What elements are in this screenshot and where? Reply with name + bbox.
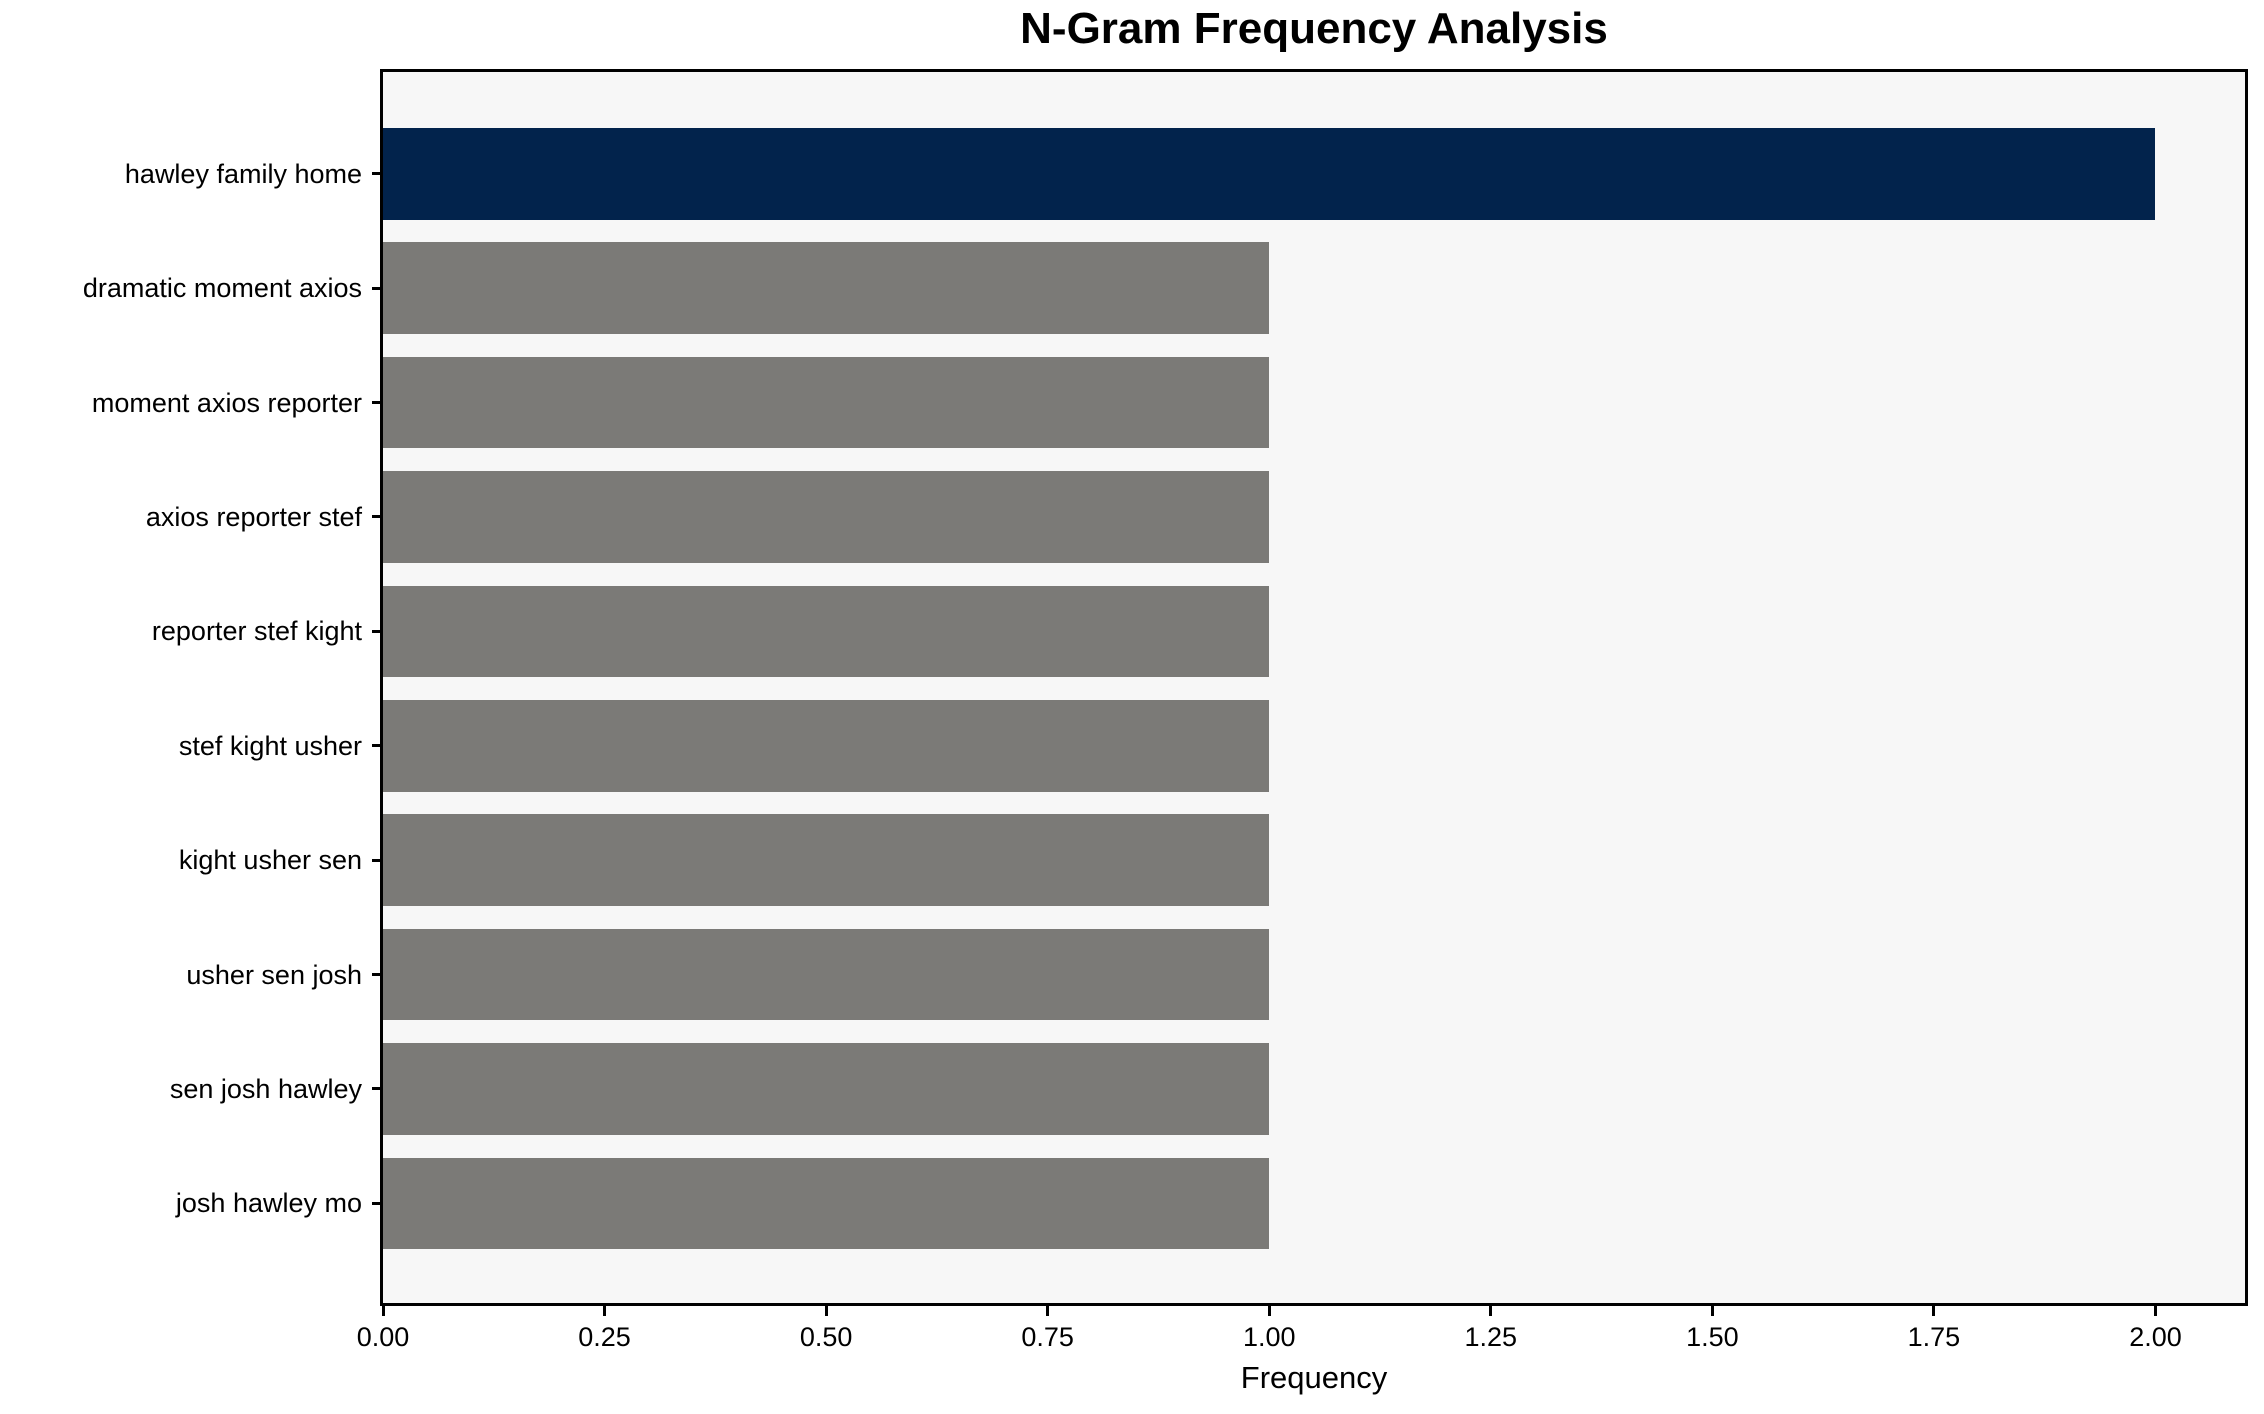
bar — [383, 585, 1270, 678]
x-tick-mark — [381, 1306, 385, 1316]
bar — [383, 128, 2156, 220]
x-axis-label: Frequency — [1240, 1360, 1388, 1395]
y-tick-label: stef kight usher — [178, 730, 362, 761]
y-tick-mark — [372, 1201, 380, 1205]
x-tick-label: 1.75 — [1907, 1322, 1961, 1352]
x-tick-mark — [1489, 1306, 1493, 1316]
y-tick-mark — [372, 172, 380, 176]
y-tick-mark — [372, 515, 380, 519]
y-tick-label: moment axios reporter — [91, 387, 362, 418]
y-tick-label: hawley family home — [124, 158, 362, 189]
x-tick-label: 0.75 — [1021, 1322, 1074, 1352]
bar — [383, 356, 1270, 449]
y-tick-mark — [372, 744, 380, 748]
y-tick-label: reporter stef kight — [151, 616, 362, 647]
bar — [383, 1157, 1270, 1250]
x-tick-mark — [2153, 1306, 2157, 1316]
bar — [383, 700, 1270, 792]
x-tick-label: 2.00 — [2129, 1322, 2182, 1352]
y-tick-label: kight usher sen — [178, 845, 362, 876]
bar — [383, 471, 1270, 563]
y-tick-label: axios reporter stef — [145, 501, 362, 532]
x-tick-label: 1.00 — [1242, 1322, 1296, 1352]
chart-title: N-Gram Frequency Analysis — [1020, 4, 1608, 53]
bar — [383, 1043, 1270, 1135]
plot-area — [380, 69, 2248, 1306]
bar — [383, 242, 1270, 334]
y-tick-mark — [372, 401, 380, 405]
x-tick-mark — [1267, 1306, 1271, 1316]
y-tick-label: usher sen josh — [186, 959, 362, 990]
x-tick-label: 0.50 — [799, 1322, 853, 1352]
y-tick-mark — [372, 1087, 380, 1091]
x-tick-mark — [603, 1306, 607, 1316]
bar — [383, 928, 1270, 1021]
y-tick-mark — [372, 286, 380, 290]
x-tick-label: 1.50 — [1686, 1322, 1739, 1352]
x-tick-mark — [1046, 1306, 1050, 1316]
y-tick-mark — [372, 858, 380, 862]
x-tick-label: 0.25 — [578, 1322, 631, 1352]
x-tick-mark — [824, 1306, 828, 1316]
x-tick-mark — [1932, 1306, 1936, 1316]
y-tick-mark — [372, 629, 380, 633]
y-tick-mark — [372, 973, 380, 977]
x-tick-label: 0.00 — [356, 1322, 410, 1352]
x-tick-label: 1.25 — [1464, 1322, 1518, 1352]
bar — [383, 814, 1270, 906]
y-tick-label: josh hawley mo — [175, 1188, 362, 1219]
y-tick-label: dramatic moment axios — [82, 273, 362, 304]
x-tick-mark — [1710, 1306, 1714, 1316]
y-tick-label: sen josh hawley — [169, 1073, 362, 1104]
